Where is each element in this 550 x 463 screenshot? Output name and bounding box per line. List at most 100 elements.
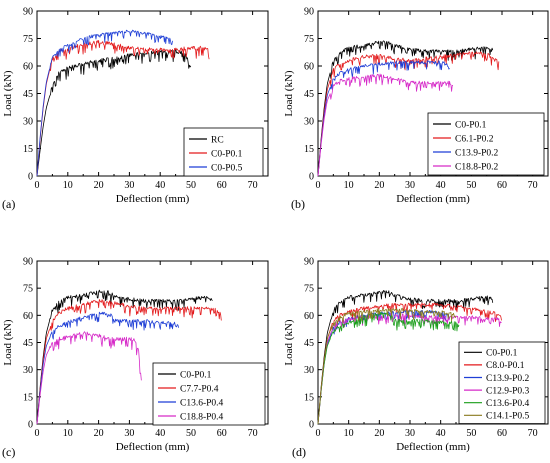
y-tick-label: 75 — [304, 34, 314, 45]
x-axis-label: Deflection (mm) — [116, 441, 190, 453]
series-line — [36, 311, 180, 425]
legend-label: C0-P0.5 — [211, 163, 243, 173]
series-line — [36, 331, 142, 425]
y-tick-label: 0 — [309, 420, 314, 431]
x-tick-label: 10 — [63, 428, 73, 439]
x-tick-label: 30 — [405, 428, 415, 439]
legend-label: C6.1-P0.2 — [455, 134, 494, 144]
series-line — [317, 290, 494, 425]
y-tick-label: 30 — [23, 365, 33, 376]
legend-label: C0-P0.1 — [211, 149, 243, 159]
x-tick-label: 70 — [528, 428, 538, 439]
x-tick-label: 40 — [436, 428, 446, 439]
y-axis-label: Load (kN) — [283, 70, 295, 116]
x-tick-label: 70 — [248, 428, 258, 439]
y-tick-label: 60 — [304, 62, 314, 73]
y-tick-label: 90 — [304, 7, 314, 18]
y-tick-label: 60 — [23, 62, 33, 73]
x-tick-label: 10 — [344, 180, 354, 191]
x-tick-label: 0 — [316, 428, 321, 439]
legend-label: C0-P0.1 — [455, 120, 487, 130]
series-line — [36, 40, 210, 177]
y-axis-label: Load (kN) — [2, 70, 14, 116]
x-tick-label: 0 — [316, 180, 321, 191]
x-tick-label: 30 — [124, 428, 134, 439]
x-tick-label: 20 — [94, 428, 104, 439]
y-tick-label: 45 — [23, 89, 33, 100]
series-line — [317, 313, 502, 425]
series-line — [317, 51, 500, 177]
y-tick-label: 0 — [28, 172, 33, 183]
x-tick-label: 60 — [217, 180, 227, 191]
series-line — [317, 40, 494, 177]
series-line — [36, 49, 192, 177]
x-tick-label: 30 — [124, 180, 134, 191]
legend-label: C12.9-P0.3 — [486, 386, 530, 396]
legend-label: C13.6-P0.4 — [180, 398, 224, 408]
x-tick-label: 20 — [374, 428, 384, 439]
series-line — [36, 299, 222, 425]
y-tick-label: 0 — [309, 172, 314, 183]
y-tick-label: 75 — [23, 34, 33, 45]
x-tick-label: 50 — [186, 428, 196, 439]
y-tick-label: 30 — [304, 117, 314, 128]
x-tick-label: 50 — [466, 180, 476, 191]
y-tick-label: 90 — [304, 257, 314, 268]
y-tick-label: 45 — [304, 89, 314, 100]
legend-label: C14.1-P0.5 — [486, 412, 530, 422]
x-tick-label: 20 — [94, 180, 104, 191]
chart-panel-2: 0 10 20 30 40 50 60 70 0 15 30 45 60 75 90 Deflection (… — [283, 7, 549, 211]
x-tick-label: 40 — [155, 180, 165, 191]
legend-label: C18.8-P0.4 — [180, 412, 224, 422]
y-tick-label: 90 — [23, 7, 33, 18]
legend-box — [183, 127, 264, 177]
panel-letter: (a) — [2, 197, 15, 211]
series-line — [317, 73, 454, 177]
y-tick-label: 0 — [28, 420, 33, 431]
series-line — [317, 311, 460, 425]
panel-letter: (d) — [292, 445, 306, 459]
panel-letter: (b) — [291, 197, 305, 211]
x-tick-label: 50 — [186, 180, 196, 191]
x-tick-label: 60 — [497, 428, 507, 439]
y-tick-label: 15 — [304, 392, 314, 403]
x-tick-label: 10 — [63, 180, 73, 191]
y-tick-label: 15 — [23, 392, 33, 403]
y-tick-label: 30 — [304, 365, 314, 376]
y-tick-label: 45 — [304, 338, 314, 349]
y-tick-label: 90 — [23, 257, 33, 268]
series-line — [36, 29, 173, 177]
y-tick-label: 60 — [304, 311, 314, 322]
legend-label: RC — [211, 135, 224, 145]
x-tick-label: 70 — [248, 180, 258, 191]
x-tick-label: 40 — [155, 428, 165, 439]
x-tick-label: 0 — [35, 180, 40, 191]
chart-panel-4: 0 10 20 30 40 50 60 70 0 15 30 45 60 75 90 Deflection (… — [283, 257, 549, 459]
y-tick-label: 60 — [23, 311, 33, 322]
legend-box — [152, 362, 266, 426]
x-tick-label: 70 — [528, 180, 538, 191]
y-tick-label: 15 — [23, 144, 33, 155]
y-axis-label: Load (kN) — [2, 319, 14, 365]
x-tick-label: 50 — [466, 428, 476, 439]
legend-label: C0-P0.1 — [486, 349, 518, 359]
panel-letter: (c) — [2, 445, 15, 459]
legend-label: C13.9-P0.2 — [486, 374, 530, 384]
x-tick-label: 60 — [497, 180, 507, 191]
y-tick-label: 45 — [23, 338, 33, 349]
y-axis-label: Load (kN) — [283, 319, 295, 365]
y-tick-label: 75 — [304, 284, 314, 295]
x-tick-label: 40 — [436, 180, 446, 191]
series-line — [317, 302, 502, 425]
y-tick-label: 75 — [23, 284, 33, 295]
x-tick-label: 60 — [217, 428, 227, 439]
legend-box — [427, 112, 545, 176]
legend-label: C13.9-P0.2 — [455, 148, 499, 158]
x-tick-label: 10 — [344, 428, 354, 439]
legend-label: C13.6-P0.4 — [486, 399, 530, 409]
y-tick-label: 30 — [23, 117, 33, 128]
chart-panel-3: 0 10 20 30 40 50 60 70 0 15 30 45 60 75 90 Deflection (… — [2, 257, 269, 459]
x-tick-label: 30 — [405, 180, 415, 191]
legend-label: C0-P0.1 — [180, 370, 212, 380]
